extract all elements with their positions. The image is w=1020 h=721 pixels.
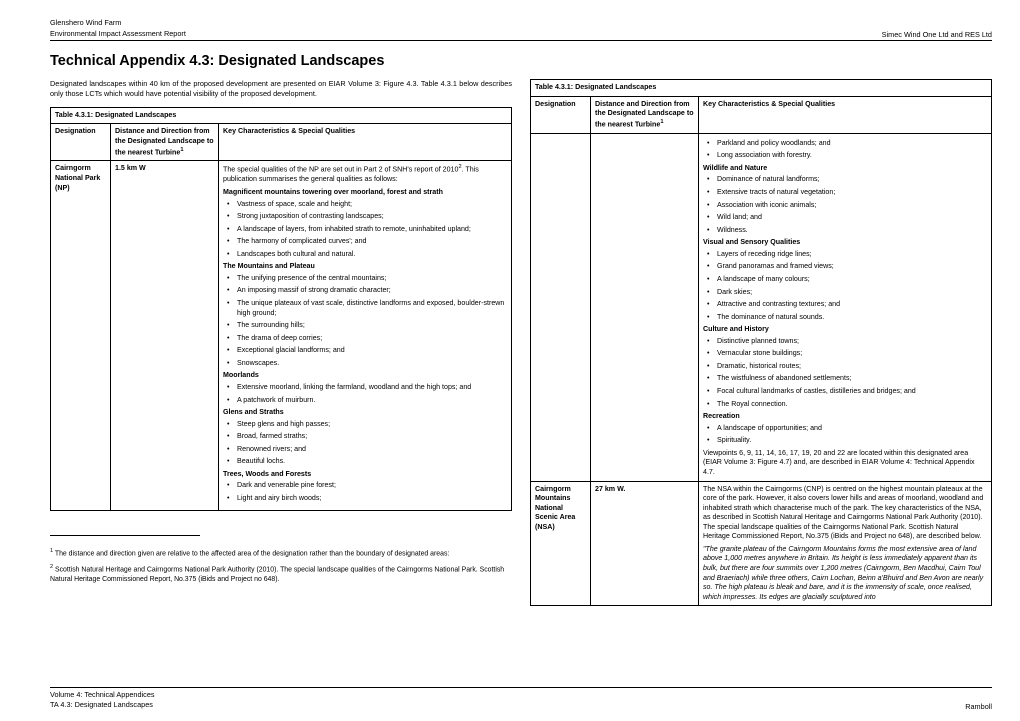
row2-qualities: The NSA within the Cairngorms (CNP) is c…: [699, 481, 992, 606]
list-item: Renowned rivers; and: [223, 445, 507, 455]
list-item: The unique plateaux of vast scale, disti…: [223, 299, 507, 318]
list-item: The wistfulness of abandoned settlements…: [703, 374, 987, 384]
list-item: Wild land; and: [703, 213, 987, 223]
footer-right: Ramboll: [965, 702, 992, 711]
list-item: Extensive moorland, linking the farmland…: [223, 383, 507, 393]
row1-qualities: The special qualities of the NP are set …: [219, 161, 512, 510]
list-item: Grand panoramas and framed views;: [703, 262, 987, 272]
list-item: A patchwork of muirburn.: [223, 396, 507, 406]
bullet-list: Layers of receding ridge lines; Grand pa…: [703, 250, 987, 322]
row1b-qualities: Parkland and policy woodlands; and Long …: [699, 133, 992, 481]
col-distance: Distance and Direction from the Designat…: [111, 124, 219, 161]
col-distance: Distance and Direction from the Designat…: [591, 96, 699, 133]
list-item: Strong juxtaposition of contrasting land…: [223, 212, 507, 222]
table-title: Table 4.3.1: Designated Landscapes: [531, 80, 992, 97]
footnote-1: 1 The distance and direction given are r…: [50, 548, 512, 559]
left-column: Designated landscapes within 40 km of th…: [50, 79, 512, 606]
list-item: A landscape of layers, from inhabited st…: [223, 225, 507, 235]
section-heading: The Mountains and Plateau: [223, 262, 507, 272]
list-item: Extensive tracts of natural vegetation;: [703, 188, 987, 198]
list-item: Landscapes both cultural and natural.: [223, 250, 507, 260]
page-title: Technical Appendix 4.3: Designated Lands…: [50, 53, 992, 69]
list-item: Dominance of natural landforms;: [703, 175, 987, 185]
footer-left: Volume 4: Technical Appendices TA 4.3: D…: [50, 690, 155, 711]
col-qualities: Key Characteristics & Special Qualities: [699, 96, 992, 133]
bullet-list: A landscape of opportunities; and Spirit…: [703, 424, 987, 446]
list-item: The drama of deep corries;: [223, 334, 507, 344]
list-item: Dark skies;: [703, 288, 987, 298]
list-item: The surrounding hills;: [223, 321, 507, 331]
col-designation: Designation: [51, 124, 111, 161]
two-column-layout: Designated landscapes within 40 km of th…: [50, 79, 992, 606]
list-item: An imposing massif of strong dramatic ch…: [223, 286, 507, 296]
list-item: Attractive and contrasting textures; and: [703, 300, 987, 310]
project-name: Glenshero Wind Farm: [50, 18, 186, 29]
bullet-list: Parkland and policy woodlands; and Long …: [703, 139, 987, 161]
row2-designation: Cairngorm Mountains National Scenic Area…: [531, 481, 591, 606]
list-item: Dramatic, historical routes;: [703, 362, 987, 372]
section-heading: Visual and Sensory Qualities: [703, 238, 987, 248]
page-header: Glenshero Wind Farm Environmental Impact…: [50, 18, 992, 41]
doc-name: Environmental Impact Assessment Report: [50, 29, 186, 40]
list-item: The Royal connection.: [703, 400, 987, 410]
list-item: Distinctive planned towns;: [703, 337, 987, 347]
list-item: Parkland and policy woodlands; and: [703, 139, 987, 149]
right-column: Table 4.3.1: Designated Landscapes Desig…: [530, 79, 992, 606]
row1b-designation: [531, 133, 591, 481]
list-item: Vastness of space, scale and height;: [223, 200, 507, 210]
bullet-list: Extensive moorland, linking the farmland…: [223, 383, 507, 405]
row2-distance: 27 km W.: [591, 481, 699, 606]
table-left: Table 4.3.1: Designated Landscapes Desig…: [50, 107, 512, 511]
bullet-list: Distinctive planned towns; Vernacular st…: [703, 337, 987, 409]
list-item: Broad, farmed straths;: [223, 432, 507, 442]
section-heading: Moorlands: [223, 371, 507, 381]
list-item: Steep glens and high passes;: [223, 420, 507, 430]
section-heading: Trees, Woods and Forests: [223, 470, 507, 480]
header-left: Glenshero Wind Farm Environmental Impact…: [50, 18, 186, 39]
footnote-2: 2 Scottish Natural Heritage and Cairngor…: [50, 564, 512, 584]
list-item: Beautiful lochs.: [223, 457, 507, 467]
list-item: Association with iconic animals;: [703, 201, 987, 211]
intro-text: Designated landscapes within 40 km of th…: [50, 79, 512, 99]
row1-distance: 1.5 km W: [111, 161, 219, 510]
list-item: Layers of receding ridge lines;: [703, 250, 987, 260]
bullet-list: Dark and venerable pine forest; Light an…: [223, 481, 507, 503]
col-designation: Designation: [531, 96, 591, 133]
bullet-list: The unifying presence of the central mou…: [223, 274, 507, 369]
section-heading: Glens and Straths: [223, 408, 507, 418]
list-item: The harmony of complicated curves'; and: [223, 237, 507, 247]
list-item: Exceptional glacial landforms; and: [223, 346, 507, 356]
list-item: Spirituality.: [703, 436, 987, 446]
row1-designation: Cairngorm National Park (NP): [51, 161, 111, 510]
list-item: Long association with forestry.: [703, 151, 987, 161]
list-item: Snowscapes.: [223, 359, 507, 369]
bullet-list: Vastness of space, scale and height; Str…: [223, 200, 507, 260]
list-item: A landscape of many colours;: [703, 275, 987, 285]
bullet-list: Steep glens and high passes; Broad, farm…: [223, 420, 507, 467]
list-item: Dark and venerable pine forest;: [223, 481, 507, 491]
page-footer: Volume 4: Technical Appendices TA 4.3: D…: [50, 687, 992, 711]
viewpoints-text: Viewpoints 6, 9, 11, 14, 16, 17, 19, 20 …: [703, 449, 987, 478]
list-item: Wildness.: [703, 226, 987, 236]
section-heading: Wildlife and Nature: [703, 164, 987, 174]
section-heading: Magnificent mountains towering over moor…: [223, 188, 507, 198]
list-item: Vernacular stone buildings;: [703, 349, 987, 359]
col-qualities: Key Characteristics & Special Qualities: [219, 124, 512, 161]
list-item: A landscape of opportunities; and: [703, 424, 987, 434]
row1b-distance: [591, 133, 699, 481]
list-item: The dominance of natural sounds.: [703, 313, 987, 323]
section-heading: Recreation: [703, 412, 987, 422]
table-right: Table 4.3.1: Designated Landscapes Desig…: [530, 79, 992, 606]
footnote-divider: [50, 535, 200, 536]
table-title: Table 4.3.1: Designated Landscapes: [51, 107, 512, 124]
section-heading: Culture and History: [703, 325, 987, 335]
header-right: Simec Wind One Ltd and RES Ltd: [882, 30, 992, 39]
list-item: Light and airy birch woods;: [223, 494, 507, 504]
bullet-list: Dominance of natural landforms; Extensiv…: [703, 175, 987, 235]
list-item: Focal cultural landmarks of castles, dis…: [703, 387, 987, 397]
list-item: The unifying presence of the central mou…: [223, 274, 507, 284]
